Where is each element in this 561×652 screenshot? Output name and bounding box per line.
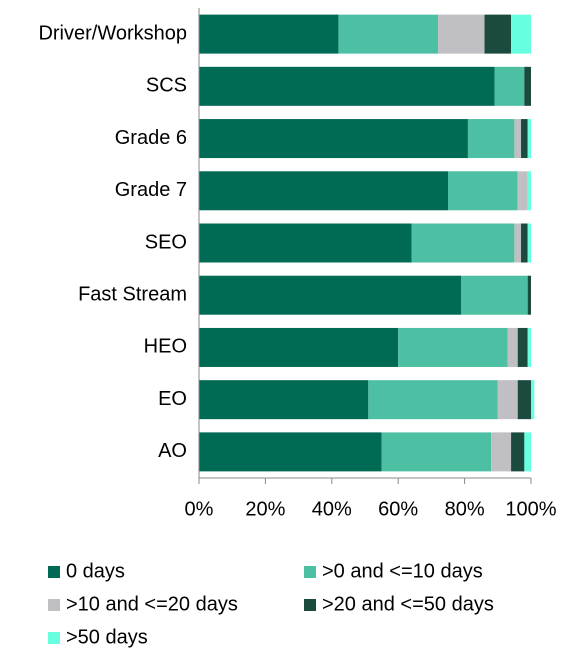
y-tick-label: AO (158, 440, 187, 462)
bar-segment (511, 14, 531, 54)
bar-segment (467, 119, 515, 159)
bar-segment (199, 171, 448, 211)
bar-segment (511, 432, 525, 472)
bar-segment (199, 223, 412, 263)
bar-segment (448, 171, 518, 211)
y-tick-label: Grade 6 (115, 127, 187, 149)
y-tick-label: Fast Stream (78, 284, 187, 306)
y-tick-label: HEO (144, 336, 187, 358)
bar-segment (527, 223, 531, 263)
bar-segment (381, 432, 492, 472)
legend-label: 0 days (66, 560, 125, 582)
bar-segment (517, 171, 528, 211)
bar-segment (199, 327, 399, 367)
bar-segment (524, 66, 531, 106)
x-tick-label: 100% (505, 498, 556, 520)
bar-segment (199, 66, 495, 106)
bar-segment (517, 380, 531, 420)
legend-label: >50 days (66, 626, 148, 648)
bar-segment (527, 119, 531, 159)
bar-segment (461, 275, 528, 315)
bar-segment (491, 432, 512, 472)
bar-segment (527, 327, 531, 367)
bar-segment (199, 275, 462, 315)
legend-label: >0 and <=10 days (322, 560, 483, 582)
bar-segment (199, 119, 468, 159)
y-tick-label: SEO (145, 231, 187, 253)
x-tick-label: 20% (245, 498, 285, 520)
x-tick-label: 80% (445, 498, 485, 520)
x-tick-label: 40% (312, 498, 352, 520)
legend-swatch (48, 632, 60, 644)
y-tick-label: SCS (146, 75, 187, 97)
legend-label: >20 and <=50 days (322, 593, 494, 615)
bar-segment (199, 14, 339, 54)
legend-swatch (304, 599, 316, 611)
bar-segment (527, 275, 531, 315)
y-tick-label: EO (158, 388, 187, 410)
legend-swatch (304, 566, 316, 578)
legend-label: >10 and <=20 days (66, 593, 238, 615)
bar-segment (411, 223, 515, 263)
y-tick-label: Grade 7 (115, 179, 187, 201)
bar-segment (521, 119, 528, 159)
x-tick-label: 60% (378, 498, 418, 520)
x-tick-label: 0% (185, 498, 214, 520)
bar-segment (438, 14, 485, 54)
bar-segment (524, 432, 531, 472)
legend-swatch (48, 566, 60, 578)
bar-segment (199, 380, 369, 420)
bar-segment (484, 14, 512, 54)
bar-segment (497, 380, 518, 420)
bar-segment (368, 380, 498, 420)
bar-segment (517, 327, 528, 367)
bar-segment (507, 327, 518, 367)
bar-segment (531, 380, 535, 420)
bar-segment (494, 66, 525, 106)
y-tick-label: Driver/Workshop (38, 22, 187, 44)
bar-segment (398, 327, 508, 367)
bar-segment (527, 171, 531, 211)
legend-swatch (48, 599, 60, 611)
bar-segment (199, 432, 382, 472)
bar-segment (514, 223, 522, 263)
bar-segment (514, 119, 522, 159)
bar-segment (521, 223, 528, 263)
bar-segment (338, 14, 439, 54)
